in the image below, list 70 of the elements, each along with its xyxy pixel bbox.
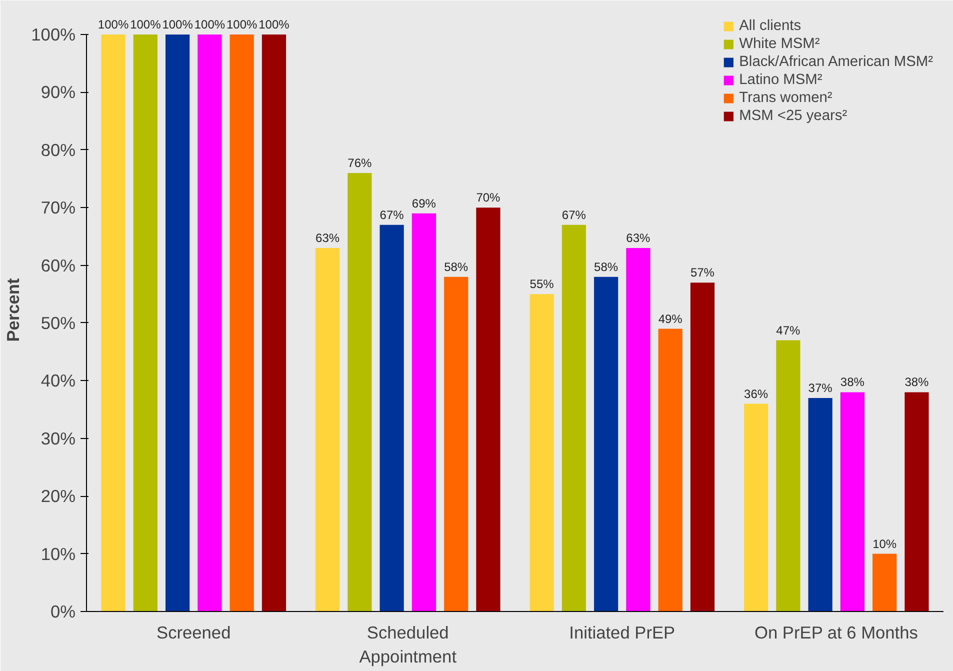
bar <box>476 208 500 612</box>
bar <box>315 248 340 612</box>
data-label: 100% <box>162 17 194 32</box>
x-tick-label: Scheduled Appointment <box>359 622 457 666</box>
data-label: 10% <box>872 536 897 551</box>
x-tick-label: On PrEP at 6 Months <box>754 622 918 642</box>
bar <box>412 213 436 612</box>
data-label: 63% <box>316 230 340 245</box>
data-label: 55% <box>530 277 554 292</box>
data-label: 58% <box>444 260 468 274</box>
data-label: 36% <box>744 386 768 401</box>
data-label: 67% <box>562 208 586 222</box>
bar <box>348 172 372 612</box>
legend-label: All clients <box>739 18 802 34</box>
bar <box>198 34 222 612</box>
bar <box>101 34 126 612</box>
data-label: 49% <box>658 312 683 326</box>
legend-label: Latino MSM² <box>739 72 822 88</box>
legend-label: White MSM² <box>739 36 820 52</box>
bar <box>658 328 682 612</box>
data-label: 38% <box>840 375 865 390</box>
bar <box>626 248 650 612</box>
data-label: 47% <box>776 323 801 338</box>
bar <box>594 276 618 612</box>
data-label: 57% <box>690 266 715 280</box>
bar <box>808 398 832 612</box>
data-label: 63% <box>626 230 651 245</box>
data-label: 100% <box>258 17 290 32</box>
data-label: 100% <box>226 17 258 32</box>
y-tick-label: 50% <box>40 312 76 333</box>
legend-label: MSM <25 years² <box>739 108 848 124</box>
y-tick-label: 0% <box>50 602 76 622</box>
data-label: 100% <box>98 17 129 32</box>
x-tick-label: Initiated PrEP <box>569 622 676 642</box>
bar <box>562 224 586 612</box>
y-tick-label: 90% <box>40 82 76 102</box>
y-tick-label: 70% <box>40 198 76 218</box>
bar <box>444 276 468 612</box>
y-axis-title: Percent <box>3 278 24 342</box>
data-label: 38% <box>904 375 930 390</box>
data-label: 100% <box>130 17 162 32</box>
bar <box>230 34 254 612</box>
y-tick-label: 100% <box>31 24 76 44</box>
data-label: 37% <box>808 381 833 395</box>
bar <box>872 554 897 612</box>
y-tick-label: 80% <box>40 140 76 160</box>
bar <box>840 392 864 612</box>
legend-label: Black/African American MSM² <box>739 54 933 70</box>
data-label: 58% <box>594 260 618 274</box>
bar <box>744 404 768 612</box>
x-tick-label: Screened <box>156 622 231 642</box>
bar <box>166 34 190 612</box>
y-tick-label: 10% <box>40 544 76 564</box>
y-tick-label: 60% <box>40 255 76 276</box>
bar <box>133 34 158 612</box>
data-label: 100% <box>194 17 226 32</box>
y-tick-label: 30% <box>40 428 76 448</box>
bar <box>530 294 554 612</box>
data-label: 70% <box>476 190 501 205</box>
data-label: 69% <box>412 196 436 210</box>
bar <box>904 392 929 612</box>
bar <box>380 224 404 612</box>
legend-label: Trans women² <box>739 90 832 106</box>
bar <box>776 340 800 612</box>
bar <box>262 34 286 612</box>
y-tick-label: 20% <box>40 486 76 506</box>
data-label: 67% <box>380 208 404 222</box>
data-label: 76% <box>348 156 372 170</box>
bar <box>690 282 715 612</box>
y-tick-label: 40% <box>40 370 76 391</box>
